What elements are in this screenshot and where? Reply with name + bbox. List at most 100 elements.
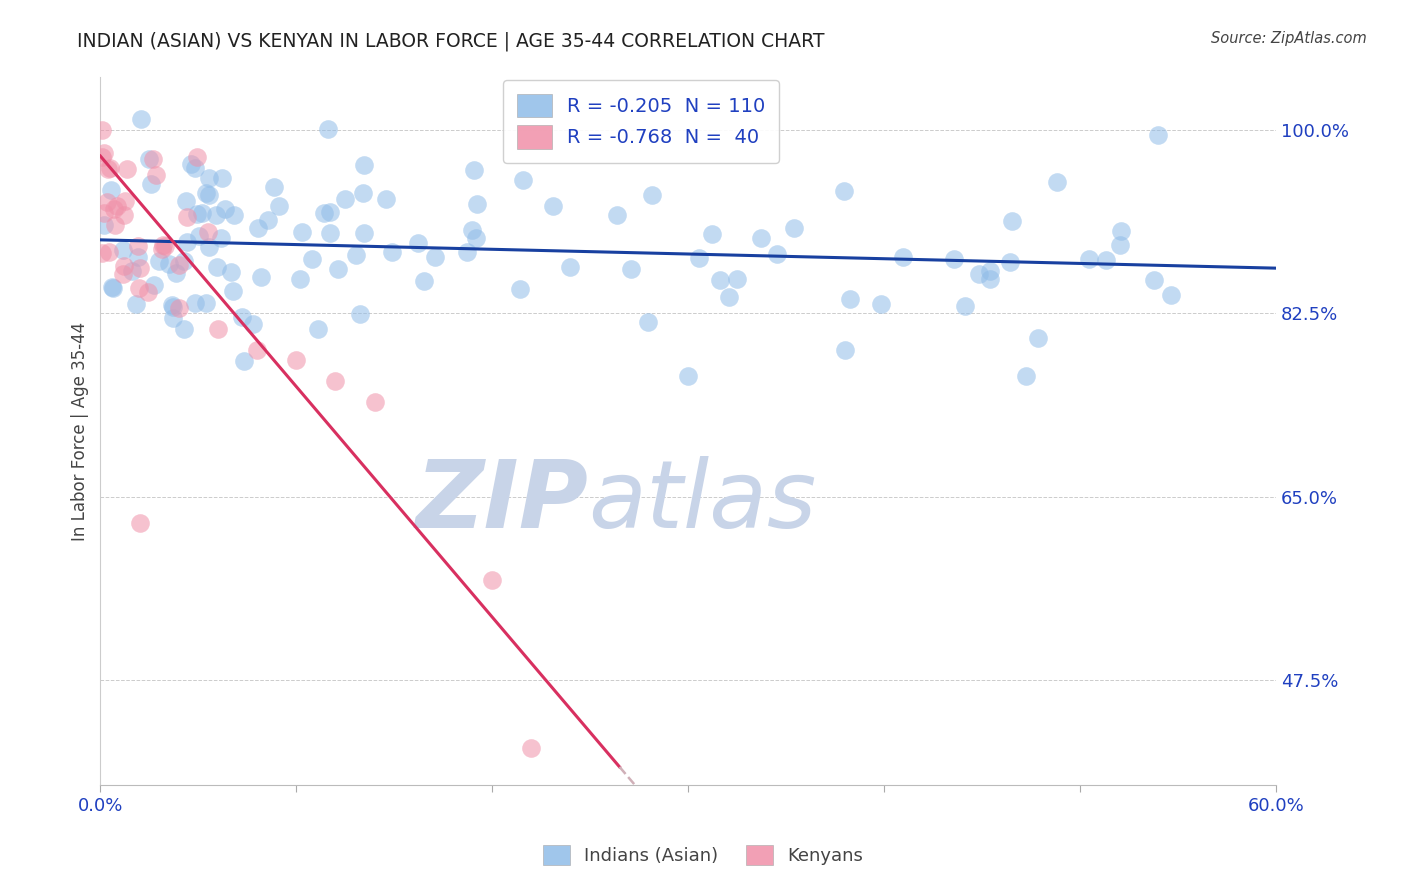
Point bbox=[184, 161, 207, 176]
Point bbox=[114, 194, 136, 208]
Point bbox=[112, 259, 135, 273]
Point bbox=[173, 322, 195, 336]
Point bbox=[209, 231, 232, 245]
Point bbox=[128, 260, 150, 275]
Point bbox=[222, 284, 245, 298]
Point bbox=[481, 574, 503, 588]
Point bbox=[363, 395, 385, 409]
Point bbox=[162, 300, 184, 314]
Point bbox=[783, 221, 806, 235]
Point bbox=[267, 199, 290, 213]
Point bbox=[1015, 369, 1038, 384]
Point bbox=[406, 236, 429, 251]
Point bbox=[128, 280, 150, 294]
Point bbox=[374, 192, 396, 206]
Point bbox=[263, 179, 285, 194]
Point bbox=[620, 262, 643, 277]
Point bbox=[353, 158, 375, 172]
Point bbox=[257, 213, 280, 227]
Point bbox=[205, 260, 228, 275]
Text: atlas: atlas bbox=[588, 457, 817, 548]
Point bbox=[326, 262, 349, 277]
Point bbox=[162, 310, 184, 325]
Point bbox=[891, 250, 914, 264]
Point bbox=[285, 353, 308, 368]
Point bbox=[222, 208, 245, 222]
Point bbox=[520, 741, 543, 756]
Point bbox=[352, 186, 374, 201]
Point bbox=[101, 280, 124, 294]
Legend: Indians (Asian), Kenyans: Indians (Asian), Kenyans bbox=[534, 836, 872, 874]
Point bbox=[153, 239, 176, 253]
Point bbox=[1078, 252, 1101, 266]
Point bbox=[242, 317, 264, 331]
Point bbox=[1143, 273, 1166, 287]
Point bbox=[541, 199, 564, 213]
Point bbox=[288, 272, 311, 286]
Point bbox=[93, 145, 115, 160]
Point bbox=[301, 252, 323, 266]
Point bbox=[93, 206, 115, 220]
Point bbox=[221, 265, 243, 279]
Point bbox=[1046, 175, 1069, 189]
Point bbox=[381, 245, 404, 260]
Point bbox=[104, 219, 127, 233]
Point bbox=[205, 208, 228, 222]
Point bbox=[142, 153, 165, 167]
Point bbox=[249, 270, 271, 285]
Point bbox=[167, 301, 190, 315]
Point bbox=[98, 161, 121, 175]
Point bbox=[349, 308, 371, 322]
Point bbox=[96, 194, 118, 209]
Point bbox=[186, 150, 208, 164]
Point bbox=[509, 282, 531, 296]
Point bbox=[105, 199, 128, 213]
Y-axis label: In Labor Force | Age 35-44: In Labor Force | Age 35-44 bbox=[72, 321, 89, 541]
Point bbox=[869, 297, 891, 311]
Point bbox=[112, 267, 135, 281]
Point bbox=[97, 245, 120, 260]
Point bbox=[456, 244, 478, 259]
Point bbox=[152, 237, 174, 252]
Point bbox=[319, 227, 342, 241]
Point bbox=[167, 258, 190, 272]
Point bbox=[832, 184, 855, 198]
Point bbox=[838, 292, 860, 306]
Point bbox=[1001, 214, 1024, 228]
Point bbox=[751, 231, 773, 245]
Point bbox=[943, 252, 966, 267]
Point bbox=[165, 267, 187, 281]
Point bbox=[465, 231, 488, 245]
Point bbox=[176, 210, 198, 224]
Point bbox=[560, 260, 582, 275]
Point bbox=[246, 343, 269, 357]
Point bbox=[1095, 252, 1118, 267]
Point bbox=[512, 173, 534, 187]
Point bbox=[423, 250, 446, 264]
Point bbox=[207, 322, 229, 336]
Point bbox=[312, 206, 335, 220]
Point bbox=[97, 162, 120, 177]
Point bbox=[176, 194, 198, 208]
Point bbox=[160, 298, 183, 312]
Point bbox=[319, 204, 342, 219]
Point bbox=[195, 186, 218, 201]
Point bbox=[953, 299, 976, 313]
Point bbox=[637, 315, 659, 329]
Point bbox=[198, 170, 221, 185]
Point bbox=[709, 273, 731, 287]
Point bbox=[1109, 224, 1132, 238]
Point bbox=[91, 150, 114, 164]
Point bbox=[967, 268, 990, 282]
Point bbox=[344, 248, 367, 262]
Point bbox=[233, 354, 256, 368]
Text: INDIAN (ASIAN) VS KENYAN IN LABOR FORCE | AGE 35-44 CORRELATION CHART: INDIAN (ASIAN) VS KENYAN IN LABOR FORCE … bbox=[77, 31, 825, 51]
Point bbox=[316, 122, 339, 136]
Point bbox=[247, 221, 270, 235]
Point bbox=[127, 250, 149, 264]
Text: Source: ZipAtlas.com: Source: ZipAtlas.com bbox=[1211, 31, 1367, 46]
Point bbox=[834, 343, 856, 357]
Point bbox=[465, 197, 488, 211]
Point bbox=[136, 285, 159, 299]
Point bbox=[125, 297, 148, 311]
